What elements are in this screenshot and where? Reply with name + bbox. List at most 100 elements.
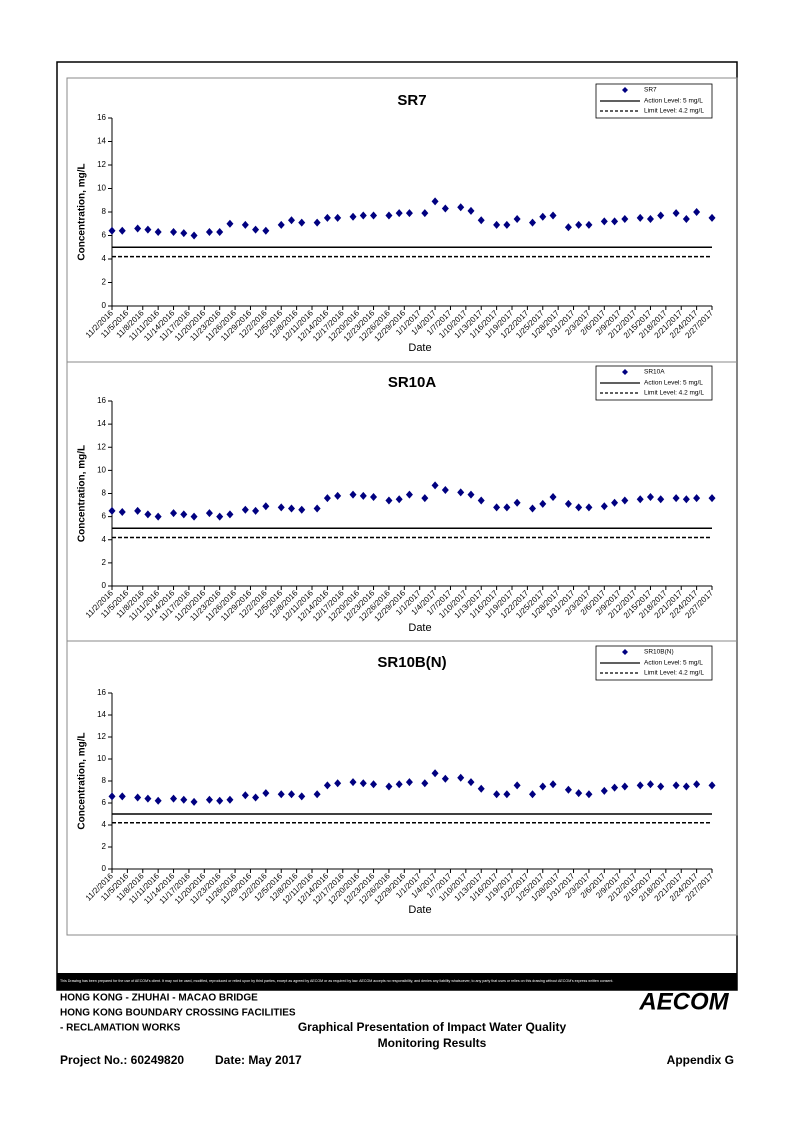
data-point	[134, 506, 142, 515]
legend-marker	[622, 369, 628, 375]
data-point	[313, 790, 321, 799]
data-point	[277, 790, 285, 799]
data-point	[513, 781, 521, 790]
data-point	[539, 499, 547, 508]
data-point	[549, 492, 557, 501]
data-point	[241, 220, 249, 229]
data-point	[457, 773, 465, 782]
data-point	[118, 792, 126, 801]
data-point	[564, 785, 572, 794]
data-point	[144, 510, 152, 519]
data-point	[298, 792, 306, 801]
data-point	[467, 206, 475, 215]
data-point	[134, 224, 142, 233]
data-point	[467, 490, 475, 499]
data-point	[313, 218, 321, 227]
data-point	[611, 498, 619, 507]
y-axis-label: Concentration, mg/L	[77, 445, 88, 542]
data-point	[216, 227, 224, 236]
data-point	[359, 779, 367, 788]
data-point	[600, 786, 608, 795]
data-point	[441, 204, 449, 213]
data-point	[252, 793, 260, 802]
legend-label: Action Level: 5 mg/L	[644, 660, 703, 667]
y-tick-label: 12	[97, 160, 106, 169]
data-point	[405, 778, 413, 787]
data-point	[134, 793, 142, 802]
legend-label: Limit Level: 4.2 mg/L	[644, 108, 704, 115]
data-point	[170, 509, 178, 518]
data-point	[657, 495, 665, 504]
data-point	[205, 509, 213, 518]
data-point	[682, 782, 690, 791]
data-point	[252, 225, 260, 234]
data-point	[154, 796, 162, 805]
data-point	[431, 769, 439, 778]
data-point	[693, 780, 701, 789]
y-tick-label: 10	[97, 184, 106, 193]
data-point	[287, 790, 295, 799]
data-point	[441, 774, 449, 783]
data-point	[216, 512, 224, 521]
data-point	[585, 790, 593, 799]
data-point	[190, 797, 198, 806]
data-point	[549, 780, 557, 789]
legend-box	[595, 365, 713, 401]
data-point	[180, 510, 188, 519]
data-point	[108, 506, 116, 515]
data-point	[154, 227, 162, 236]
data-point	[441, 486, 449, 495]
y-tick-label: 0	[102, 581, 107, 590]
y-tick-label: 14	[97, 137, 106, 146]
data-point	[144, 794, 152, 803]
data-point	[672, 209, 680, 218]
data-point	[600, 217, 608, 226]
data-point	[385, 496, 393, 505]
y-tick-label: 4	[102, 820, 107, 829]
y-tick-label: 8	[102, 207, 107, 216]
data-point	[421, 494, 429, 503]
y-tick-label: 12	[97, 442, 106, 451]
data-point	[646, 780, 654, 789]
y-tick-label: 16	[97, 113, 106, 122]
data-point	[170, 227, 178, 236]
data-point	[205, 795, 213, 804]
disclaimer-box: This Drawing has been prepared for the u…	[60, 979, 613, 983]
y-axis-label: Concentration, mg/L	[77, 732, 88, 829]
data-point	[539, 212, 547, 221]
data-point	[621, 496, 629, 505]
data-point	[170, 794, 178, 803]
data-point	[118, 508, 126, 516]
frame	[56, 61, 738, 991]
data-point	[421, 779, 429, 788]
data-point	[349, 778, 357, 787]
data-point	[108, 226, 116, 235]
data-point	[708, 494, 716, 503]
data-point	[190, 512, 198, 521]
data-point	[493, 790, 501, 799]
data-point	[262, 502, 270, 511]
data-point	[262, 226, 270, 235]
data-point	[611, 217, 619, 226]
data-point	[564, 223, 572, 232]
data-point	[493, 220, 501, 229]
drawing-title: Graphical Presentation of Impact Water Q…	[298, 1020, 567, 1034]
data-point	[226, 219, 234, 228]
data-point	[682, 215, 690, 224]
data-point	[226, 510, 234, 519]
data-point	[693, 494, 701, 503]
data-point	[349, 212, 357, 221]
data-point	[262, 789, 270, 798]
data-point	[226, 795, 234, 804]
data-point	[477, 784, 485, 793]
data-point	[636, 781, 644, 790]
y-tick-label: 0	[102, 301, 107, 310]
data-point	[672, 494, 680, 503]
y-tick-label: 8	[102, 489, 107, 498]
data-point	[611, 783, 619, 792]
data-point	[646, 215, 654, 224]
data-point	[708, 213, 716, 222]
data-point	[539, 782, 547, 791]
data-point	[421, 209, 429, 218]
